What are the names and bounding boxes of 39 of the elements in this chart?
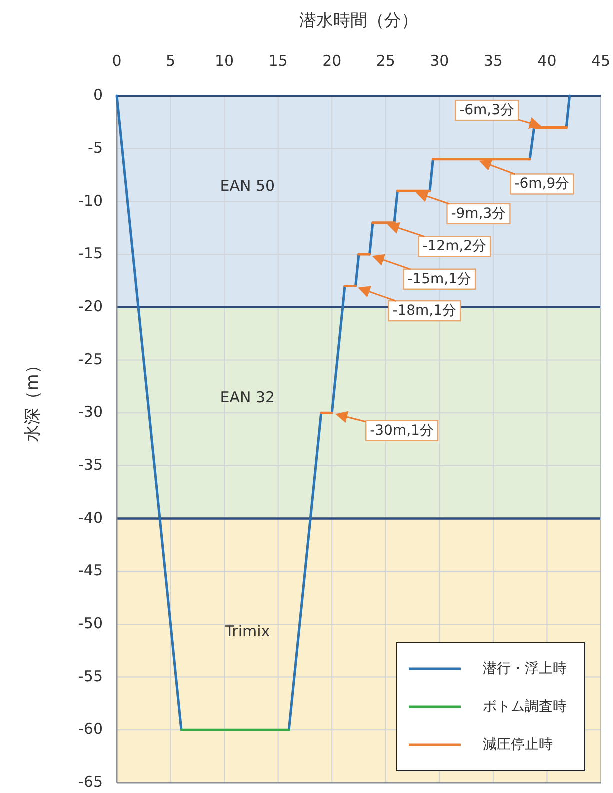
x-tick-label: 10 [215, 52, 234, 70]
y-tick-label: -65 [78, 773, 103, 792]
y-tick-label: -15 [78, 244, 103, 263]
x-tick-label: 15 [268, 52, 288, 70]
y-tick-label: 0 [93, 86, 103, 104]
annotation: -18m,1分 [392, 303, 457, 320]
legend-label: ボトム調査時 [483, 698, 567, 715]
x-tick-label: 0 [112, 52, 122, 70]
x-tick-label: 5 [166, 52, 176, 70]
y-tick-label: -50 [78, 614, 103, 633]
x-tick-label: 45 [591, 52, 611, 70]
annotation: -6m,9分 [514, 176, 570, 192]
band-label: Trimix [224, 622, 270, 640]
annotation: -9m,3分 [451, 206, 506, 222]
y-tick-label: -40 [78, 508, 103, 527]
band-label: EAN 32 [220, 388, 276, 406]
x-tick-label: 30 [430, 52, 450, 70]
x-tick-label: 40 [538, 52, 557, 70]
x-tick-label: 20 [322, 52, 342, 70]
annotation: -15m,1分 [408, 271, 472, 288]
y-tick-label: -5 [88, 138, 103, 157]
annotation: -6m,3分 [460, 102, 515, 119]
x-tick-label: 25 [376, 52, 396, 70]
y-axis-title: 水深（m） [23, 357, 43, 442]
y-tick-label: -45 [78, 562, 103, 580]
y-tick-label: -60 [78, 720, 103, 738]
y-tick-label: -20 [78, 297, 103, 316]
x-tick-label: 35 [484, 52, 503, 70]
annotation: -30m,1分 [370, 422, 434, 439]
y-tick-label: -55 [78, 667, 103, 686]
legend-label: 潜行・浮上時 [483, 660, 567, 677]
y-tick-label: -25 [78, 350, 103, 368]
x-axis-title: 潜水時間（分） [300, 11, 418, 31]
y-tick-label: -30 [78, 403, 103, 422]
y-tick-label: -10 [78, 192, 103, 210]
y-tick-label: -35 [78, 456, 103, 474]
band-label: EAN 50 [220, 176, 276, 196]
legend-label: 減圧停止時 [483, 736, 553, 753]
annotation: -12m,2分 [422, 238, 487, 255]
